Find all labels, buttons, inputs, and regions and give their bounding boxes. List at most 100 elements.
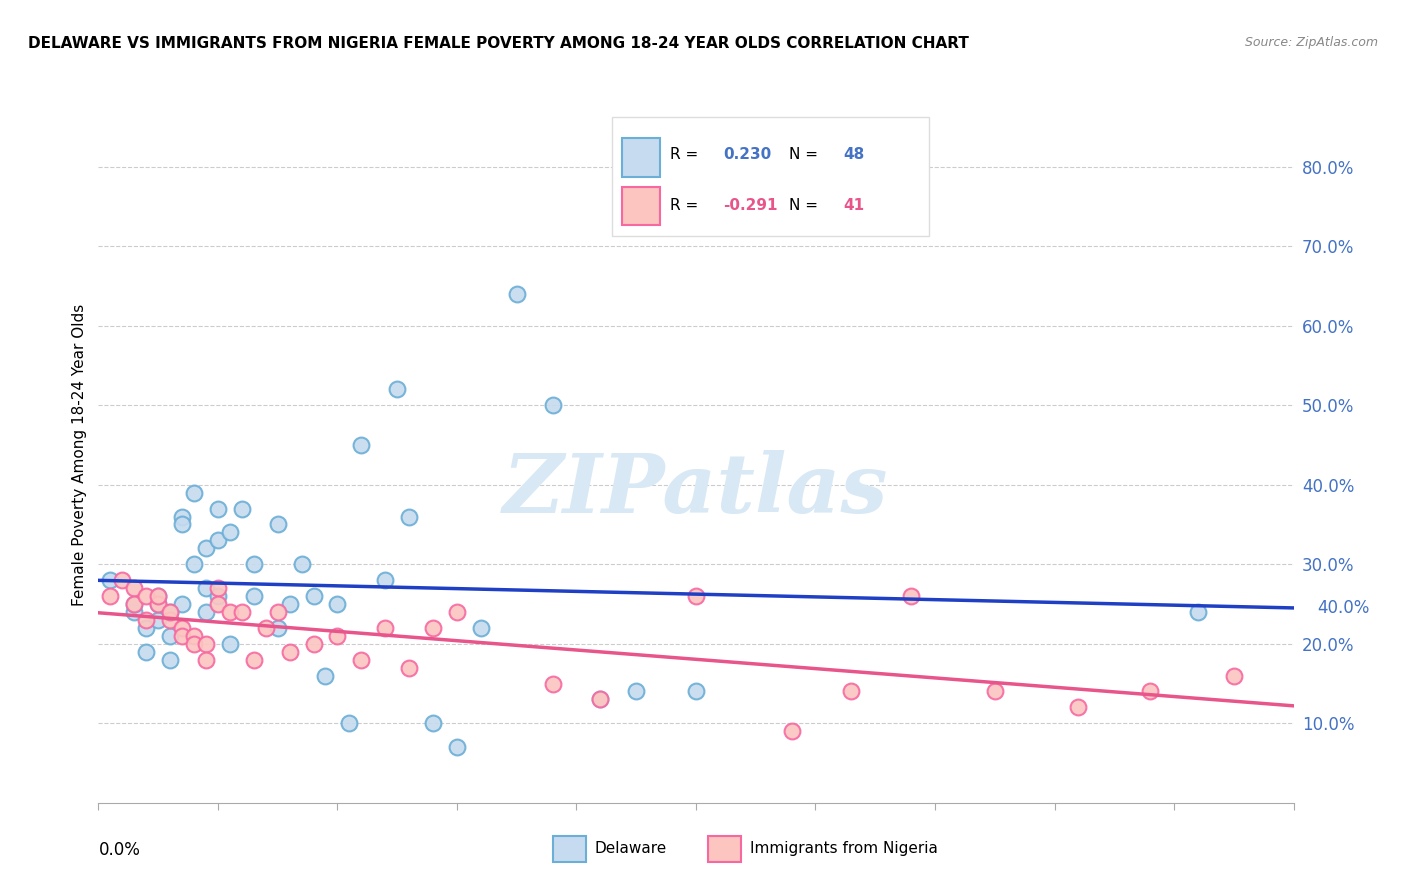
Point — [685, 684, 707, 698]
Point — [506, 286, 529, 301]
Point — [541, 676, 564, 690]
Point — [124, 581, 146, 595]
Point — [159, 653, 181, 667]
Point — [243, 558, 266, 572]
Point — [124, 605, 146, 619]
Point — [780, 724, 803, 739]
Point — [219, 605, 242, 619]
Point — [302, 589, 325, 603]
Point — [195, 653, 218, 667]
Text: -0.291: -0.291 — [724, 198, 778, 212]
FancyBboxPatch shape — [621, 138, 661, 177]
Point — [900, 589, 922, 603]
Point — [219, 637, 242, 651]
Point — [422, 716, 444, 731]
Point — [626, 684, 648, 698]
FancyBboxPatch shape — [709, 836, 741, 862]
Text: Immigrants from Nigeria: Immigrants from Nigeria — [749, 841, 938, 856]
Point — [172, 629, 194, 643]
Point — [231, 501, 253, 516]
Point — [1139, 684, 1161, 698]
Point — [159, 605, 181, 619]
Point — [183, 637, 205, 651]
Point — [470, 621, 492, 635]
Point — [148, 613, 170, 627]
Text: 0.0%: 0.0% — [98, 841, 141, 859]
FancyBboxPatch shape — [621, 187, 661, 226]
Text: N =: N = — [789, 146, 823, 161]
Point — [159, 605, 181, 619]
Point — [398, 660, 420, 674]
Point — [541, 398, 564, 412]
Point — [183, 629, 205, 643]
Point — [195, 637, 218, 651]
Point — [589, 692, 612, 706]
Point — [172, 597, 194, 611]
Point — [374, 573, 396, 587]
Point — [302, 637, 325, 651]
Point — [350, 438, 373, 452]
Text: N =: N = — [789, 198, 823, 212]
Point — [195, 605, 218, 619]
Point — [1067, 700, 1090, 714]
Point — [231, 605, 253, 619]
Point — [98, 589, 122, 603]
Point — [278, 597, 301, 611]
Point — [148, 597, 170, 611]
Point — [159, 613, 181, 627]
Point — [124, 597, 146, 611]
Text: 0.230: 0.230 — [724, 146, 772, 161]
Point — [172, 509, 194, 524]
Text: 41: 41 — [844, 198, 865, 212]
Text: R =: R = — [669, 198, 703, 212]
Point — [984, 684, 1007, 698]
Point — [254, 621, 277, 635]
Point — [207, 533, 229, 548]
Point — [1187, 605, 1209, 619]
Point — [148, 597, 170, 611]
Point — [326, 597, 349, 611]
Point — [589, 692, 612, 706]
Point — [841, 684, 863, 698]
Point — [446, 740, 468, 755]
Point — [195, 581, 218, 595]
Point — [422, 621, 444, 635]
Point — [385, 382, 409, 396]
Point — [339, 716, 361, 731]
Point — [267, 621, 290, 635]
Point — [207, 581, 229, 595]
Y-axis label: Female Poverty Among 18-24 Year Olds: Female Poverty Among 18-24 Year Olds — [72, 304, 87, 606]
Point — [148, 589, 170, 603]
Point — [172, 517, 194, 532]
Point — [207, 501, 229, 516]
Point — [124, 597, 146, 611]
Point — [374, 621, 396, 635]
Point — [183, 485, 205, 500]
Point — [219, 525, 242, 540]
Text: Delaware: Delaware — [595, 841, 666, 856]
Point — [446, 605, 468, 619]
Point — [1223, 668, 1246, 682]
Text: ZIPatlas: ZIPatlas — [503, 450, 889, 530]
Point — [267, 517, 290, 532]
Point — [135, 645, 157, 659]
Text: Source: ZipAtlas.com: Source: ZipAtlas.com — [1244, 36, 1378, 49]
Point — [183, 558, 205, 572]
Point — [291, 558, 314, 572]
Point — [172, 621, 194, 635]
Text: 48: 48 — [844, 146, 865, 161]
Point — [315, 668, 337, 682]
Point — [267, 605, 290, 619]
Point — [243, 653, 266, 667]
FancyBboxPatch shape — [553, 836, 586, 862]
Point — [326, 629, 349, 643]
Point — [111, 573, 134, 587]
Point — [398, 509, 420, 524]
FancyBboxPatch shape — [613, 118, 929, 235]
Text: DELAWARE VS IMMIGRANTS FROM NIGERIA FEMALE POVERTY AMONG 18-24 YEAR OLDS CORRELA: DELAWARE VS IMMIGRANTS FROM NIGERIA FEMA… — [28, 36, 969, 51]
Point — [195, 541, 218, 556]
Point — [135, 621, 157, 635]
Text: R =: R = — [669, 146, 703, 161]
Point — [207, 589, 229, 603]
Point — [159, 629, 181, 643]
